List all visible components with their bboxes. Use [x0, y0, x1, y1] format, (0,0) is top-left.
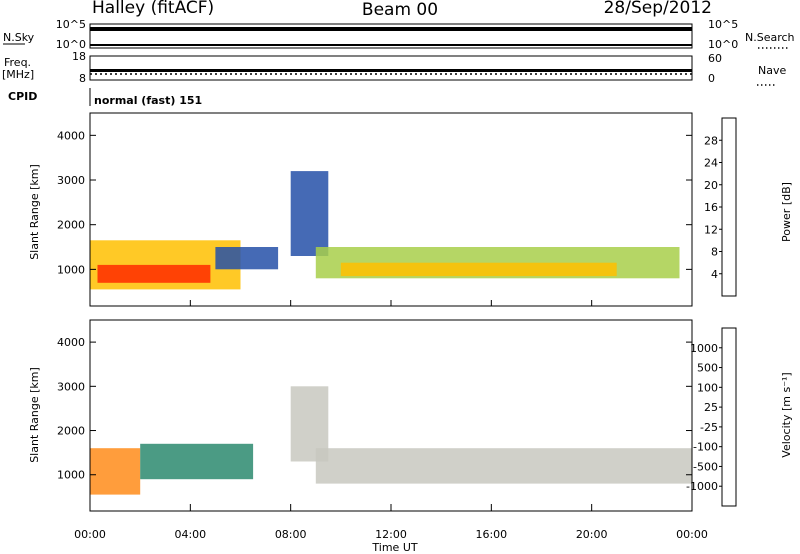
power-colorbar-tick-label: 12 — [704, 223, 718, 236]
time-axis: 00:00 04:00 08:00 12:00 16:00 20:00 00:00 — [74, 300, 708, 541]
nsky-tick-bottom: 10^0 — [56, 38, 86, 51]
xtick-label: 04:00 — [174, 528, 206, 541]
velocity-colorbar-tick-label: -500 — [693, 460, 718, 473]
power-colorbar-tick-label: 16 — [704, 201, 718, 214]
power-region-1 — [97, 264, 211, 283]
freq-label: Freq. — [4, 56, 31, 69]
date-title: 28/Sep/2012 — [604, 0, 712, 18]
freq-panel: Freq. [MHz] 18 8 60 0 Nave — [2, 50, 786, 86]
velocity-ytick-label: 3000 — [57, 380, 85, 393]
velocity-colorbar-tick-label: 100 — [697, 381, 718, 394]
velocity-colorbar-tick-label: -100 — [693, 441, 718, 454]
xtick-label: 20:00 — [576, 528, 608, 541]
xtick-label: 00:00 — [676, 528, 708, 541]
velocity-colorbar-tick-label: -25 — [700, 421, 718, 434]
xtick-label: 08:00 — [275, 528, 307, 541]
power-ytick-label: 4000 — [57, 129, 85, 142]
nsearch-tick-bottom: 10^0 — [708, 38, 738, 51]
power-region-5 — [340, 262, 617, 277]
xtick-label: 12:00 — [375, 528, 407, 541]
freq-trace — [90, 69, 692, 72]
velocity-ytick-label: 1000 — [57, 469, 85, 482]
velocity-ytick-label: 4000 — [57, 336, 85, 349]
velocity-colorbar-tick-label: 25 — [704, 401, 718, 414]
nsky-tick-top: 10^5 — [56, 18, 86, 31]
power-region-3 — [290, 171, 329, 256]
power-colorbar-tick-label: 4 — [711, 268, 718, 281]
velocity-ytick-label: 2000 — [57, 425, 85, 438]
power-ytick-label: 1000 — [57, 263, 85, 276]
nsearch-trace — [90, 44, 692, 46]
freq-frame — [89, 55, 693, 81]
nsearch-tick-top: 10^5 — [708, 18, 738, 31]
velocity-colorbar-tick-label: -1000 — [686, 480, 718, 493]
power-colorbar-tick-label: 28 — [704, 134, 718, 147]
velocity-colorbar-tick-label: 1000 — [690, 342, 718, 355]
velocity-colorbar-frame — [721, 327, 737, 507]
nsky-panel: N.Sky 10^5 10^0 10^5 10^0 N.Search — [3, 18, 795, 51]
power-ytick-label: 2000 — [57, 219, 85, 232]
velocity-ylabel: Slant Range [km] — [28, 367, 41, 463]
power-colorbar-label: Power [dB] — [780, 182, 793, 242]
power-colorbar-tick-label: 24 — [704, 157, 718, 170]
station-title: Halley (fitACF) — [92, 0, 214, 18]
xaxis-label: Time UT — [371, 541, 417, 554]
nave-tick-bottom: 0 — [708, 72, 715, 85]
power-colorbar-tick-label: 20 — [704, 179, 718, 192]
freq-tick-top: 18 — [72, 50, 86, 63]
velocity-colorbar-label: Velocity [m s⁻¹] — [780, 372, 793, 457]
beam-title: Beam 00 — [362, 0, 438, 20]
nsky-trace — [90, 27, 692, 31]
power-colorbar: 28 24 20 16 12 8 4 — [704, 117, 737, 297]
power-region-2 — [215, 247, 279, 270]
velocity-region-1 — [140, 443, 254, 480]
nsky-label: N.Sky — [3, 31, 35, 44]
freq-unit-label: [MHz] — [2, 68, 34, 81]
xtick-label: 00:00 — [74, 528, 106, 541]
velocity-yaxis: 1000 2000 3000 4000 — [57, 336, 692, 482]
cpid-panel: CPID normal (fast) 151 — [8, 88, 202, 107]
power-colorbar-frame — [721, 117, 737, 297]
power-ytick-label: 3000 — [57, 174, 85, 187]
nsky-frame — [89, 23, 693, 49]
velocity-region-0 — [90, 448, 141, 495]
velocity-colorbar-tick-label: 500 — [697, 362, 718, 375]
velocity-region-3 — [315, 448, 693, 484]
xtick-label: 16:00 — [475, 528, 507, 541]
power-ylabel: Slant Range [km] — [28, 164, 41, 260]
nave-label: Nave — [758, 64, 786, 77]
power-panel: 1000 2000 3000 4000 Slant Range [km] 28 24 20… — [28, 112, 793, 307]
velocity-colorbar: 1000 500 100 25 -25 -100 -500 -1000 — [686, 327, 737, 507]
velocity-data — [90, 386, 693, 495]
power-colorbar-tick-label: 8 — [711, 246, 718, 259]
cpid-text: normal (fast) 151 — [94, 94, 202, 107]
power-yaxis: 1000 2000 3000 4000 — [57, 129, 692, 276]
nave-tick-top: 60 — [708, 52, 722, 65]
velocity-panel: 1000 2000 3000 4000 Slant Range [km] 1000 50… — [28, 319, 793, 512]
nsearch-label: N.Search — [745, 31, 795, 44]
freq-tick-bottom: 8 — [79, 72, 86, 85]
cpid-label: CPID — [8, 90, 37, 103]
power-data — [90, 171, 680, 290]
